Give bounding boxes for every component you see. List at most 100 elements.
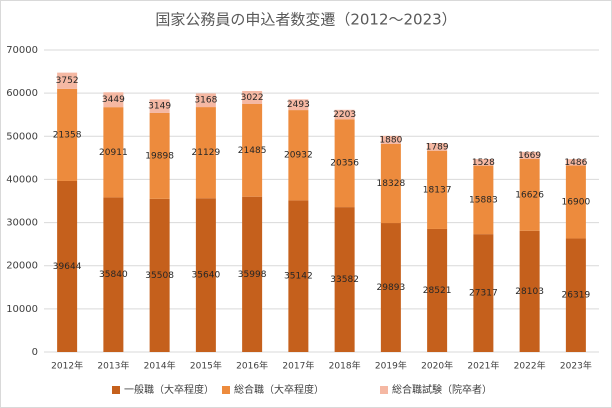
data-label: 28103 [515,287,544,297]
legend-swatch [112,386,120,394]
bar-segment [103,107,124,198]
data-label: 35508 [145,271,174,281]
x-tick-label: 2021年 [467,360,499,372]
x-tick-label: 2012年 [51,360,83,372]
data-label: 21358 [53,130,82,140]
x-tick-label: 2015年 [190,360,222,372]
bar-segment [334,207,355,352]
legend-label: 総合職（大卒程度） [234,383,324,396]
data-label: 3752 [56,76,79,86]
bar-segment [519,151,540,160]
data-label: 35998 [238,270,267,280]
y-tick-label: 60000 [6,88,38,99]
bar-segment [565,165,586,239]
data-label: 3022 [241,93,264,103]
bar-segment [380,135,401,144]
data-label: 18137 [423,185,452,195]
bar-segment [288,110,309,201]
legend-swatch [222,386,230,394]
data-label: 20932 [284,151,313,161]
data-label: 27317 [469,289,498,299]
bar-segment [473,165,494,235]
bar-segment [519,159,540,231]
bar-segment [57,72,78,89]
bar-segment [57,180,78,352]
bar-segment [149,112,170,199]
data-label: 19898 [145,151,174,161]
y-tick-label: 40000 [6,174,38,185]
data-label: 18328 [377,179,406,189]
bar-segment [334,109,355,120]
data-label: 29893 [377,283,406,293]
data-label: 35840 [99,270,128,280]
data-label: 35640 [192,271,221,281]
bar-segment [195,198,216,352]
chart-title: 国家公務員の申込者数変遷（2012〜2023） [155,11,456,29]
data-label: 1486 [564,158,587,168]
data-label: 16626 [515,190,544,200]
x-tick-label: 2019年 [375,360,407,372]
y-tick-label: 0 [32,347,38,358]
data-label: 1880 [379,135,402,145]
bar-segment [195,93,216,108]
data-label: 21485 [238,146,267,156]
data-label: 2493 [287,100,310,110]
x-tick-label: 2014年 [144,360,176,372]
bar-segment [149,99,170,113]
bar-segment [57,88,78,181]
bar-segment [242,104,263,197]
y-tick-label: 10000 [6,304,38,315]
bar-segment [103,92,124,108]
bar-segment [473,159,494,166]
data-label: 35142 [284,272,313,282]
legend-label: 一般職（大卒程度） [124,383,214,396]
data-label: 20911 [99,148,128,158]
data-label: 1789 [426,142,449,152]
bar-segment [242,90,263,105]
bar-segment [288,200,309,352]
x-tick-label: 2022年 [514,360,546,372]
y-tick-label: 30000 [6,218,38,229]
data-label: 3149 [148,102,171,112]
x-tick-label: 2017年 [282,360,314,372]
data-label: 39644 [53,262,82,272]
data-label: 3168 [194,96,217,106]
data-label: 16900 [562,197,591,207]
data-label: 1528 [472,158,495,168]
data-label: 2203 [333,110,356,120]
bar-segment [334,119,355,208]
data-label: 3449 [102,95,125,105]
data-label: 15883 [469,195,498,205]
bar-segment [380,143,401,224]
x-tick-label: 2020年 [421,360,453,372]
bar-segment [103,197,124,352]
data-label: 33582 [330,275,359,285]
bar-segment [380,223,401,352]
legend-label: 総合職試験（院卒者） [392,383,492,396]
bar-segment [565,238,586,352]
bar-segment [565,159,586,166]
bar-segment [195,107,216,199]
bar-segment [473,234,494,352]
x-tick-label: 2016年 [236,360,268,372]
x-tick-label: 2018年 [329,360,361,372]
x-tick-label: 2013年 [97,360,129,372]
bar-segment [427,228,448,352]
data-label: 28521 [423,286,452,296]
x-tick-label: 2023年 [560,360,592,372]
bar-segment [288,99,309,111]
y-tick-label: 70000 [6,45,38,56]
data-label: 26319 [562,291,591,301]
bar-segment [149,198,170,352]
data-label: 20356 [330,159,359,169]
bar-segment [427,150,448,229]
data-label: 1669 [518,151,541,161]
bar-segment [519,230,540,352]
data-label: 21129 [192,148,221,158]
legend-swatch [380,386,388,394]
bar-segment [242,196,263,352]
y-tick-label: 50000 [6,131,38,142]
bar-segment [427,142,448,151]
y-tick-label: 20000 [6,261,38,272]
